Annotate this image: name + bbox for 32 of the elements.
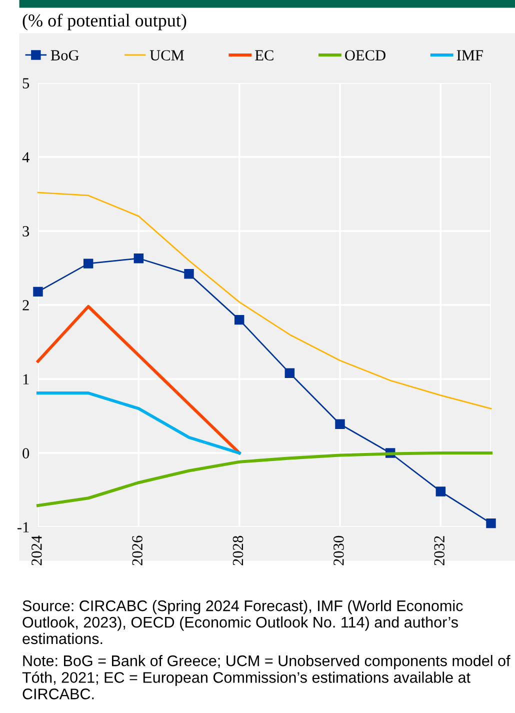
legend-label: BoG xyxy=(50,50,79,60)
point xyxy=(184,269,194,279)
point xyxy=(234,314,244,325)
legend-label: EC xyxy=(255,50,274,60)
chart-title: (% of potential output) xyxy=(22,14,186,30)
line-series xyxy=(37,192,492,410)
y-tick-label: 3 xyxy=(22,226,30,236)
source-note: Source: CIRCABC (Spring 2024 Forecast), IMF (World Economic Outlook, 2023), OECD (Economic Outlook No. 114) and author’s estimations. xyxy=(22,600,463,644)
point xyxy=(134,254,144,264)
y-tick-label: 4 xyxy=(22,152,30,162)
point xyxy=(284,368,295,378)
y-tick-label: -1 xyxy=(18,522,29,532)
line-series xyxy=(36,304,241,455)
x-tick-label: 2026 xyxy=(132,536,142,566)
x-tick-label: 2028 xyxy=(232,536,244,566)
text: Note: BoG = Bank of Greece; UCM = Unobserved components model of Tóth, 2021; EC = European Commission’s estimations available at CIRCABC. xyxy=(22,655,510,700)
x-tick-label: 2030 xyxy=(334,536,344,566)
point xyxy=(486,518,496,528)
line-series xyxy=(36,392,241,455)
point xyxy=(436,486,446,496)
legend-label: UCM xyxy=(150,50,184,60)
y-tick-label: 5 xyxy=(22,78,30,88)
legend-label: OECD xyxy=(345,50,386,60)
legend-label: IMF xyxy=(456,50,483,60)
point xyxy=(335,419,345,429)
x-tick-label: 2032 xyxy=(434,536,444,566)
point xyxy=(33,286,43,297)
x-tick-label: 2024 xyxy=(32,536,42,566)
y-tick-label: 2 xyxy=(22,300,29,310)
point xyxy=(83,258,94,268)
y-tick-label: 0 xyxy=(22,448,30,458)
y-tick-label: 1 xyxy=(23,374,29,384)
